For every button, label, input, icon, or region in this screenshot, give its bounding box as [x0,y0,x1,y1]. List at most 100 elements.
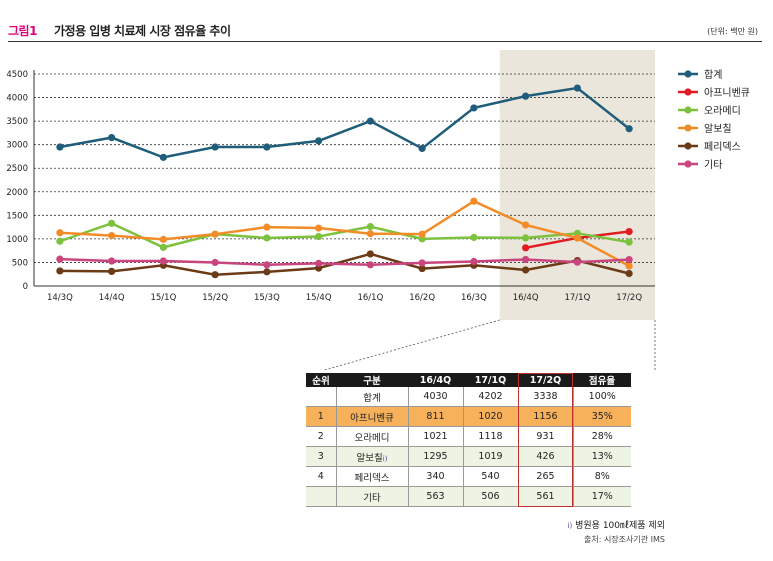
data-point [56,143,64,151]
data-point [522,244,530,252]
x-tick-label: 15/1Q [150,293,176,303]
data-point [625,227,633,236]
figure-header: 그림1 가정용 입병 치료제 시장 점유율 추이 (단위: 백만 원) [0,20,762,42]
cell-17-1q: 1019 [462,446,518,467]
data-point [418,230,426,238]
y-tick-label: 4000 [6,94,28,104]
cell-name: 합계 [335,387,408,407]
legend-label: 기타 [704,159,722,171]
data-point [211,271,219,279]
figure-label: 그림1 [8,24,37,38]
legend-marker [684,142,692,150]
data-point [108,134,116,142]
data-point [522,255,530,264]
x-tick-label: 17/1Q [564,293,590,303]
cell-17-2q: 3338 [517,387,573,407]
series-line [59,86,630,159]
cell-rank [306,387,336,407]
table-row: 1 아프니벤큐 811 1020 1156 35% [306,406,631,427]
unit-label: (단위: 백만 원) [707,27,758,36]
data-point [522,266,530,274]
cell-share: 28% [572,426,631,447]
data-point [315,259,323,267]
legend-marker [684,124,692,132]
data-point [159,243,167,251]
x-tick-label: 16/1Q [357,293,383,303]
data-point [470,197,478,205]
y-tick-label: 3000 [6,141,28,151]
data-point [159,235,167,243]
cell-16-4q: 563 [407,486,463,507]
header-share: 점유율 [573,373,631,387]
table-row: 2 오라메디 1021 1118 931 28% [306,426,631,447]
data-point [263,234,271,242]
y-tick-label: 500 [12,258,28,268]
data-point [366,117,374,125]
data-point [625,255,633,264]
header-name: 구분 [336,373,408,387]
data-point [315,137,323,145]
series-line [59,257,630,267]
data-point [159,257,167,265]
cell-name: 기타 [335,486,408,507]
header-17-2q: 17/2Q [518,373,573,387]
x-tick-label: 16/3Q [461,293,487,303]
x-tick-label: 16/2Q [409,293,435,303]
legend-marker [684,160,692,168]
y-tick-label: 2500 [6,164,28,174]
data-point [263,261,271,269]
data-point [366,261,374,269]
data-point [315,232,323,241]
data-point [315,224,323,232]
table-row: 합계 4030 4202 3338 100% [306,387,631,407]
table-header-row: 순위 구분 16/4Q 17/1Q 17/2Q 점유율 [306,373,631,387]
cell-16-4q: 1021 [407,426,463,447]
source-note: 출처: 시장조사기관 IMS [583,535,665,544]
x-tick-label: 15/3Q [254,293,280,303]
table-row: 4 페리덱스 340 540 265 8% [306,466,631,487]
cell-share: 100% [572,387,631,407]
table-row: 기타 563 506 561 17% [306,486,631,507]
cell-16-4q: 4030 [407,387,463,407]
cell-16-4q: 1295 [407,446,463,467]
data-point [108,219,116,227]
footnote: i) 병원용 100㎖제품 제외 [568,518,665,531]
cell-rank: 4 [306,466,336,487]
cell-rank [306,486,336,507]
cell-17-1q: 1118 [462,426,518,447]
cell-17-1q: 506 [462,486,518,507]
data-point [470,257,478,266]
cell-name: 오라메디 [335,426,408,447]
legend-label: 페리덱스 [704,141,741,153]
y-tick-label: 0 [23,282,28,292]
legend-marker [684,88,692,96]
table-row: 3 알보칠i) 1295 1019 426 13% [306,446,631,467]
y-tick-label: 4500 [6,70,28,80]
data-point [263,268,271,276]
data-point [108,257,116,265]
y-tick-label: 3500 [6,117,28,127]
cell-17-2q: 931 [517,426,573,447]
legend-marker [684,70,692,78]
data-point [211,258,219,267]
data-point [159,153,167,161]
data-point [418,264,426,273]
data-point [573,234,581,242]
header-17-1q: 17/1Q [463,373,518,387]
figure-title: 가정용 입병 치료제 시장 점유율 추이 [54,24,231,38]
cell-17-2q: 426 [517,446,573,467]
data-point [625,269,633,278]
legend-label: 오라메디 [704,105,741,117]
series-line [59,199,630,268]
data-point [211,143,219,151]
data-point [470,104,478,112]
cell-share: 35% [572,406,631,427]
data-point [108,267,116,275]
y-tick-label: 1000 [6,235,28,245]
data-point [56,229,64,237]
header-16-4q: 16/4Q [408,373,463,387]
cell-rank: 1 [306,406,336,427]
data-point [522,221,530,229]
data-point [418,144,426,153]
data-point [522,234,530,242]
